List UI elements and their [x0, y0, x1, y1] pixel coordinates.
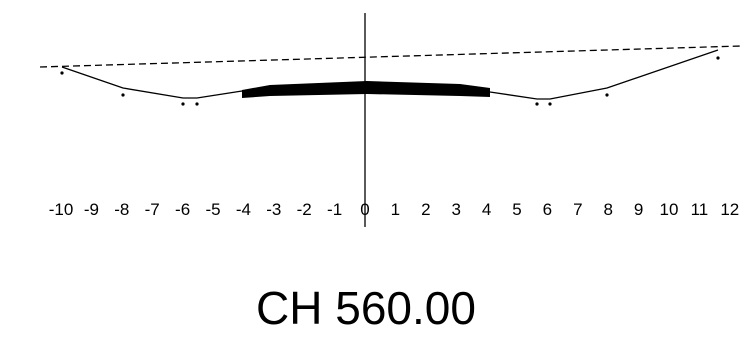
offset-tick-label: -8 — [114, 200, 129, 219]
offset-tick-label: -1 — [327, 200, 342, 219]
survey-point — [535, 102, 539, 106]
survey-point — [716, 56, 720, 60]
offset-tick-label: 1 — [391, 200, 400, 219]
survey-point — [121, 93, 125, 97]
offset-tick-label: -7 — [145, 200, 160, 219]
offset-tick-label: 11 — [691, 200, 709, 219]
offset-tick-label: -6 — [175, 200, 190, 219]
survey-point — [181, 102, 185, 106]
offset-tick-label: -9 — [84, 200, 99, 219]
offset-tick-labels: -10 -9 -8 -7 -6 -5 -4 -3 -2 -1 0 1 2 3 4 5 6 7 8 9 10 11 12 — [49, 200, 740, 219]
offset-tick-label: 2 — [421, 200, 430, 219]
survey-point — [605, 93, 609, 97]
pavement-layer — [242, 81, 490, 98]
survey-point — [195, 102, 199, 106]
dashed-ground-line — [39, 45, 742, 68]
offset-tick-label: 5 — [512, 200, 521, 219]
offset-tick-label: 0 — [360, 200, 369, 219]
offset-tick-label: 4 — [482, 200, 491, 219]
survey-point — [548, 102, 552, 106]
offset-tick-label: -10 — [49, 200, 74, 219]
survey-point — [60, 71, 64, 75]
offset-tick-label: 10 — [660, 200, 679, 219]
offset-tick-label: 8 — [603, 200, 612, 219]
offset-tick-label: -2 — [297, 200, 312, 219]
offset-tick-label: 9 — [634, 200, 643, 219]
survey-points — [60, 56, 720, 106]
offset-tick-label: 7 — [573, 200, 582, 219]
offset-tick-label: 12 — [720, 200, 739, 219]
offset-tick-label: -3 — [266, 200, 281, 219]
offset-tick-label: -5 — [205, 200, 220, 219]
chainage-label: CH 560.00 — [256, 282, 476, 334]
offset-tick-label: 3 — [451, 200, 460, 219]
offset-tick-label: 6 — [543, 200, 552, 219]
offset-tick-label: -4 — [236, 200, 251, 219]
